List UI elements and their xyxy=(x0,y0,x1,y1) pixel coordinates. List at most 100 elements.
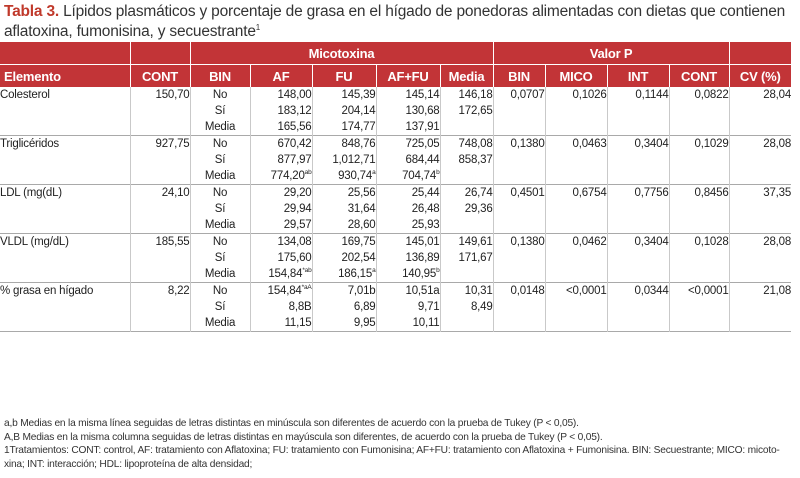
fu-value-value: 169,75 xyxy=(341,236,376,248)
p-mico-value: <0,0001 xyxy=(546,283,607,299)
cell-cv: 28,08 xyxy=(728,135,791,185)
fu-value: 145,39 xyxy=(313,87,376,103)
table-body: Colesterol 150,70 No Sí Media 148,00 183,12 165… xyxy=(0,87,791,332)
cv-value: 21,08 xyxy=(730,283,791,299)
af-value-superscript: ab xyxy=(304,169,312,176)
fu-value-value: 9,95 xyxy=(353,317,376,329)
p-mico-value-value: 0,0463 xyxy=(572,138,607,150)
p-cont-value: <0,0001 xyxy=(670,283,729,299)
af-value-value: 154,84 xyxy=(268,268,303,280)
bin-label-value: No xyxy=(212,285,228,297)
column-header: CV (%) xyxy=(728,64,792,87)
fu-value: 174,77 xyxy=(313,119,376,135)
af-value-superscript: *ab xyxy=(302,267,312,274)
cv-value-value: 28,04 xyxy=(763,89,792,101)
fu-value: 9,95 xyxy=(313,315,376,331)
fu-value-value: 174,77 xyxy=(341,121,376,133)
media-value: 10,31 xyxy=(441,283,493,299)
p-mico-value-value: 0,1026 xyxy=(572,89,607,101)
af-value: 175,60 xyxy=(251,250,312,266)
p-mico-value-value: <0,0001 xyxy=(566,285,607,297)
affu-value-value: 10,11 xyxy=(412,317,440,329)
fu-value-value: 31,64 xyxy=(347,203,376,215)
af-value: 154,84*ab xyxy=(251,266,312,282)
elemento-name: Colesterol xyxy=(0,87,130,103)
footnote-line: 1Tratamientos: CONT: control, AF: tratam… xyxy=(4,445,780,457)
cell-fu: 145,39 204,14 174,77 xyxy=(311,87,376,136)
affu-value: 137,91 xyxy=(377,119,440,135)
cell-p-int: 0,1144 xyxy=(606,87,670,136)
column-header: AF+FU xyxy=(375,64,440,87)
affu-value-value: 140,95 xyxy=(402,268,437,280)
af-value-value: 183,12 xyxy=(277,105,312,117)
cell-p-bin: 0,1380 xyxy=(492,233,546,283)
af-value-value: 774,20 xyxy=(270,170,305,182)
bin-label: Sí xyxy=(191,103,250,119)
fu-value-value: 28,60 xyxy=(347,219,376,231)
fu-value: 31,64 xyxy=(313,201,376,217)
fu-value: 930,74a xyxy=(313,168,376,184)
cv-value: 28,08 xyxy=(730,136,791,152)
header-spacer xyxy=(0,42,130,65)
footnote-line: xina; INT: interacción; HDL: lipoproteín… xyxy=(4,459,253,471)
bin-label: Sí xyxy=(191,201,250,217)
media-value-value: 748,08 xyxy=(458,138,493,150)
header-spacer xyxy=(129,42,190,65)
column-header: FU xyxy=(311,64,376,87)
media-value-value: 171,67 xyxy=(458,252,493,264)
p-int-value: 0,7756 xyxy=(608,185,669,201)
cell-p-cont: 0,1028 xyxy=(668,233,730,283)
cv-value-value: 37,35 xyxy=(763,187,792,199)
af-value: 183,12 xyxy=(251,103,312,119)
cell-p-int: 0,3404 xyxy=(606,233,670,283)
bin-label: No xyxy=(191,87,250,103)
p-int-value: 0,3404 xyxy=(608,234,669,250)
affu-value-value: 10,51a xyxy=(405,285,440,297)
media-value-value: 29,36 xyxy=(464,203,493,215)
p-int-value: 0,3404 xyxy=(608,136,669,152)
table-row: Triglicéridos 927,75 No Sí Media 670,42 877,97… xyxy=(0,135,791,185)
bin-label-value: Sí xyxy=(214,301,226,313)
media-value: 748,08 xyxy=(441,136,493,152)
fu-value: 1,012,71 xyxy=(313,152,375,168)
affu-value: 684,44 xyxy=(377,152,440,168)
cell-p-cont: <0,0001 xyxy=(668,282,730,332)
bin-label-value: No xyxy=(212,138,228,150)
fu-value: 7,01b xyxy=(313,283,376,299)
af-value-value: 877,97 xyxy=(277,154,312,166)
cell-p-bin: 0,4501 xyxy=(492,184,546,234)
media-value: 172,65 xyxy=(441,103,493,119)
p-cont-value-value: 0,1028 xyxy=(694,236,729,248)
elemento-name-value: Colesterol xyxy=(0,89,50,101)
p-bin-value: 0,0148 xyxy=(494,283,545,299)
cell-media: 149,61 171,67 xyxy=(439,233,494,283)
elemento-name: VLDL (mg/dL) xyxy=(0,234,130,250)
bin-label: Sí xyxy=(191,250,250,266)
bin-label-value: No xyxy=(212,236,228,248)
af-value-value: 11,15 xyxy=(284,317,312,329)
fu-value: 25,56 xyxy=(313,185,376,201)
cell-bin: No Sí Media xyxy=(189,184,250,234)
cell-p-bin: 0,0707 xyxy=(492,87,546,136)
column-header: BIN xyxy=(492,64,546,87)
table-row: Colesterol 150,70 No Sí Media 148,00 183,12 165… xyxy=(0,87,791,136)
cell-cont: 927,75 xyxy=(129,135,190,185)
caption-footnote-mark: 1 xyxy=(255,22,260,32)
affu-value-value: 725,05 xyxy=(405,138,440,150)
caption-label: Tabla 3. xyxy=(4,3,59,20)
p-cont-value-value: 0,1029 xyxy=(694,138,729,150)
af-value: 877,97 xyxy=(251,152,312,168)
p-bin-value-value: 0,1380 xyxy=(510,236,545,248)
cell-bin: No Sí Media xyxy=(189,233,250,283)
column-header: CONT xyxy=(129,64,190,87)
bin-label: Media xyxy=(191,315,250,331)
affu-value: 704,74b xyxy=(377,168,440,184)
media-value: 171,67 xyxy=(441,250,493,266)
cell-p-mico: 0,1026 xyxy=(544,87,608,136)
cell-elemento: LDL (mg(dL) xyxy=(0,185,130,234)
affu-value-value: 26,48 xyxy=(411,203,440,215)
affu-value: 130,68 xyxy=(377,103,440,119)
af-value: 29,94 xyxy=(251,201,312,217)
cell-af: 154,84*aA 8,8B 11,15 xyxy=(249,282,312,332)
p-cont-value: 0,1028 xyxy=(670,234,729,250)
